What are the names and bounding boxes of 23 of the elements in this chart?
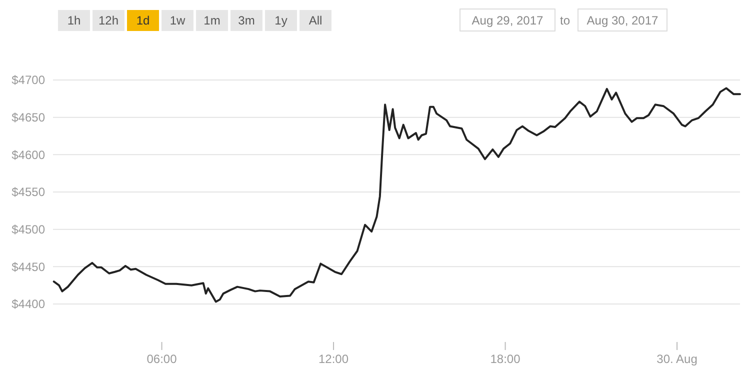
y-tick-label: $4650 — [12, 110, 46, 125]
y-tick-label: $4700 — [12, 73, 46, 88]
y-tick-label: $4500 — [12, 222, 46, 237]
range-button: 3m — [230, 10, 262, 31]
date-field: Aug 30, 2017 — [578, 8, 668, 32]
y-tick-label: $4450 — [12, 260, 46, 274]
text: to — [560, 14, 570, 28]
y-tick-label: $4550 — [12, 185, 46, 200]
range-button: 1h — [58, 10, 90, 31]
x-tick-label: 06:00 — [146, 352, 178, 366]
y-tick-label: $4400 — [12, 297, 46, 312]
x-tick-label: 12:00 — [318, 352, 349, 366]
range-button: 1y — [265, 10, 297, 31]
range-button: 12h — [92, 10, 124, 31]
range-button: 1d — [127, 10, 159, 31]
y-tick-label: $4600 — [12, 148, 46, 162]
range-button: All — [300, 10, 332, 31]
x-tick-label: 30. Aug — [656, 352, 698, 366]
date-field: Aug 29, 2017 — [460, 8, 556, 32]
range-button: 1m — [196, 10, 228, 31]
x-tick-label: 18:00 — [490, 352, 521, 366]
line-series — [52, 87, 741, 303]
range-button: 1w — [162, 10, 194, 31]
